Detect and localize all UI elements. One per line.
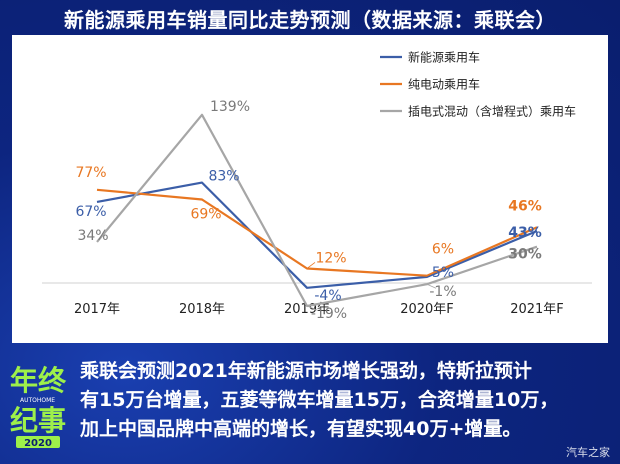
series-line-1: [96, 181, 538, 289]
page-title: 新能源乘用车销量同比走势预测（数据来源：乘联会）: [64, 8, 556, 32]
label-leader: [426, 283, 437, 289]
data-label: 30%: [508, 247, 542, 263]
logo-brand: AUTOHOME: [20, 397, 55, 404]
caption: 乘联会预测2021年新能源市场增长强劲，特斯拉预计 有15万台增量，五菱等微车增…: [80, 357, 614, 444]
watermark: 汽车之家: [566, 446, 610, 459]
data-label: 6%: [432, 242, 454, 258]
caption-line-2: 有15万台增量，五菱等微车增量15万，合资增量10万，: [80, 389, 559, 411]
label-leader: [306, 262, 316, 269]
data-label: 12%: [315, 250, 346, 266]
data-label: 77%: [75, 165, 106, 181]
series-line-3: [96, 113, 538, 308]
legend-entry: 插电式混动（含增程式）乘用车: [408, 104, 576, 119]
year-end-logo: 年终 AUTOHOME 纪事 2020: [10, 364, 67, 449]
x-tick-label: 2021年F: [510, 302, 564, 317]
data-label: 139%: [210, 99, 250, 115]
data-label: 83%: [208, 169, 239, 185]
data-label: 46%: [508, 198, 542, 214]
x-tick-label: 2017年: [74, 302, 120, 317]
legend-entry: 纯电动乘用车: [408, 77, 480, 92]
legend-entry: 新能源乘用车: [408, 50, 480, 65]
data-label: 69%: [190, 207, 221, 223]
x-tick-label: 2019年: [284, 302, 330, 317]
series-line-2: [96, 188, 538, 277]
line-chart: 2017年 2018年 2019年 2020年F 2021年F 67% 83% -4% 5% 43…: [42, 50, 592, 322]
data-label: 43%: [508, 225, 542, 241]
label-leader: [426, 272, 437, 278]
logo-year-badge: [16, 436, 60, 448]
data-label: 34%: [77, 228, 108, 244]
logo-line1: 年终: [10, 364, 67, 397]
data-label: 5%: [432, 265, 454, 281]
logo-year: 2020: [24, 438, 52, 449]
chart-panel: 2017年 2018年 2019年 2020年F 2021年F 67% 83% -4% 5% 43…: [12, 35, 608, 343]
data-label: -1%: [429, 284, 456, 300]
logo-line2: 纪事: [10, 404, 66, 437]
x-tick-label: 2018年: [179, 302, 225, 317]
data-label: 67%: [75, 204, 106, 220]
caption-line-1: 乘联会预测2021年新能源市场增长强劲，特斯拉预计: [80, 360, 532, 382]
label-leader: [306, 305, 318, 311]
x-tick-label: 2020年F: [400, 302, 454, 317]
data-label: -19%: [311, 306, 347, 322]
caption-line-3: 加上中国品牌中高端的增长，有望实现40万+增量。: [80, 418, 522, 440]
data-label: -4%: [314, 288, 341, 304]
